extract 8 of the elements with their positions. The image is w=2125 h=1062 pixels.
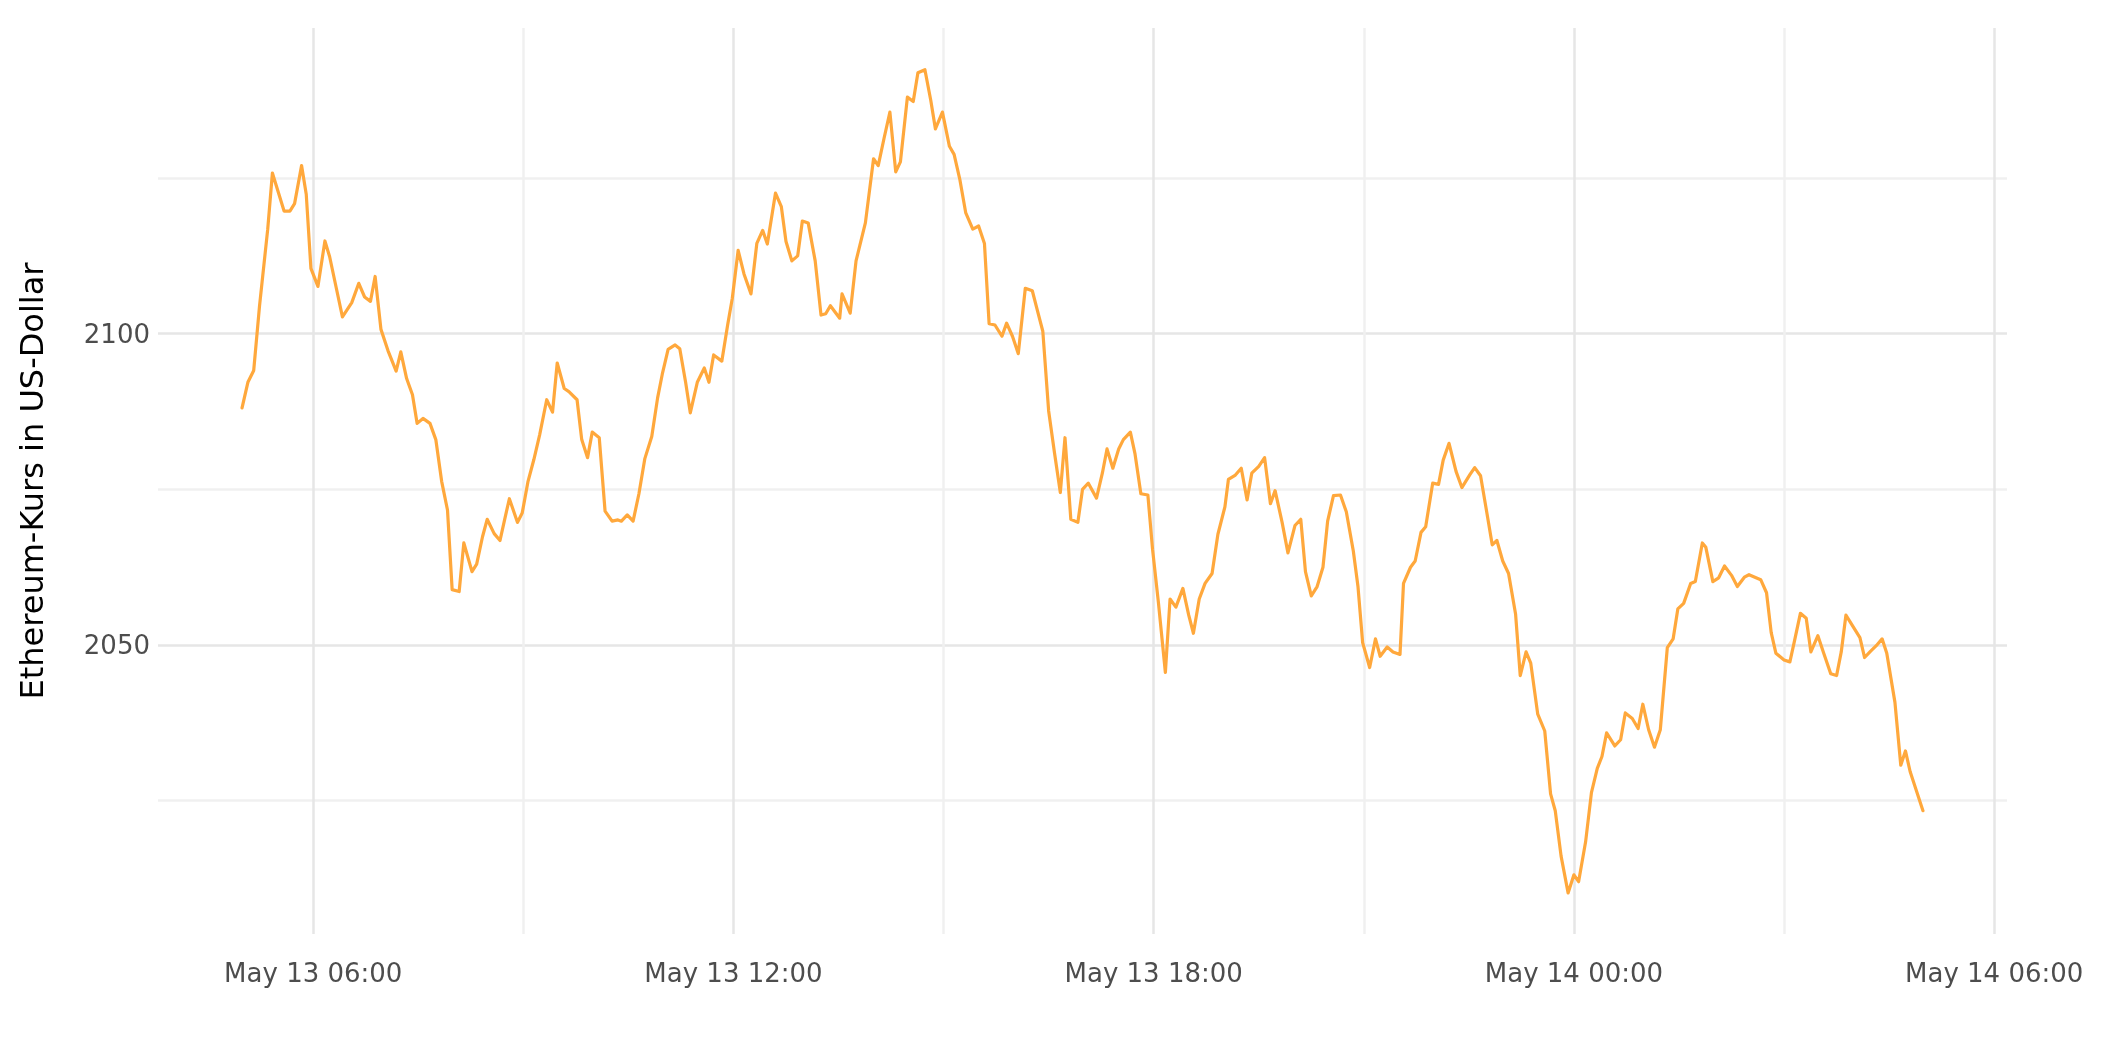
x-tick-label: May 14 06:00 (1905, 958, 2084, 988)
x-tick-label: May 13 06:00 (224, 958, 403, 988)
x-tick-label: May 13 18:00 (1064, 958, 1243, 988)
x-tick-label: May 13 12:00 (644, 958, 823, 988)
y-tick-label: 2050 (83, 630, 150, 661)
y-tick-label: 2100 (83, 318, 150, 349)
x-tick-label: May 14 00:00 (1484, 958, 1664, 988)
y-axis-title: Ethereum-Kurs in US-Dollar (13, 261, 51, 700)
